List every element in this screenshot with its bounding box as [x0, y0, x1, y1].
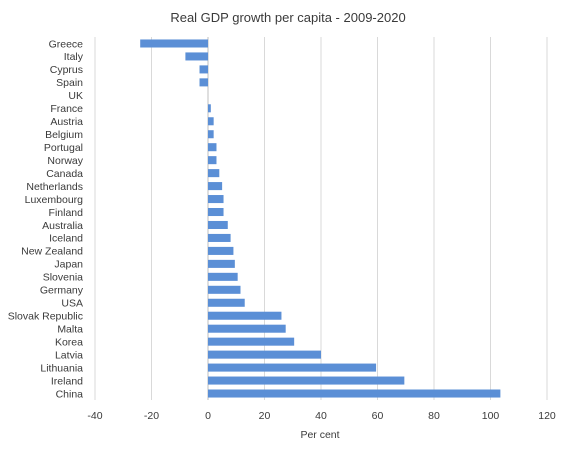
- category-label: New Zealand: [21, 246, 83, 258]
- bar-luxembourg: [208, 195, 224, 204]
- bar-malta: [208, 324, 286, 333]
- x-tick-label: 20: [259, 410, 271, 422]
- bar-belgium: [208, 130, 214, 139]
- bar-canada: [208, 169, 220, 178]
- bar-iceland: [208, 233, 231, 242]
- category-label: Greece: [49, 38, 84, 50]
- bar-usa: [208, 298, 245, 307]
- category-label: Luxembourg: [25, 194, 84, 206]
- x-tick-label: 80: [428, 410, 440, 422]
- category-label: Australia: [42, 220, 83, 232]
- bar-china: [208, 389, 501, 398]
- bar-slovak-republic: [208, 311, 282, 320]
- category-label: Iceland: [49, 233, 83, 245]
- category-label: Latvia: [55, 349, 83, 361]
- bar-ireland: [208, 376, 405, 385]
- bar-france: [208, 104, 211, 113]
- category-label: Ireland: [51, 375, 83, 387]
- category-label: Finland: [49, 207, 84, 219]
- category-label: Austria: [50, 116, 83, 128]
- x-tick-label: 0: [205, 410, 211, 422]
- bars: [140, 39, 501, 398]
- x-tick-label: -40: [87, 410, 102, 422]
- category-label: Japan: [54, 259, 83, 271]
- bar-spain: [199, 78, 208, 87]
- bar-latvia: [208, 350, 321, 359]
- category-label: Cyprus: [50, 64, 83, 76]
- bar-greece: [140, 39, 208, 48]
- category-label: Lithuania: [40, 362, 83, 374]
- category-label: USA: [61, 298, 83, 310]
- bar-new-zealand: [208, 246, 234, 255]
- category-label: Korea: [55, 336, 83, 348]
- x-tick-label: 60: [372, 410, 384, 422]
- bar-australia: [208, 220, 228, 230]
- category-label: Canada: [46, 168, 83, 180]
- category-label: Norway: [47, 155, 83, 167]
- x-tick-label: 100: [482, 410, 500, 422]
- bar-italy: [185, 52, 208, 61]
- category-label: Spain: [56, 77, 83, 89]
- x-tick-labels: -40 -20 0 20 40 60 80 100 120: [87, 410, 556, 422]
- bar-slovenia: [208, 272, 238, 281]
- category-label: Netherlands: [26, 181, 83, 193]
- category-label: France: [50, 103, 83, 115]
- grid-lines: [94, 37, 548, 400]
- chart-title: Real GDP growth per capita - 2009-2020: [170, 10, 405, 25]
- bar-portugal: [208, 143, 217, 152]
- category-label: China: [56, 388, 84, 400]
- bar-lithuania: [208, 363, 377, 372]
- category-label: UK: [68, 90, 83, 102]
- bar-germany: [208, 285, 241, 294]
- bar-austria: [208, 117, 214, 126]
- x-axis-title: Per cent: [300, 429, 339, 441]
- category-label: Italy: [64, 51, 84, 63]
- bar-netherlands: [208, 182, 223, 191]
- bar-japan: [208, 259, 235, 268]
- x-tick-label: 120: [538, 410, 556, 422]
- category-label: Malta: [57, 323, 83, 335]
- category-label: Slovak Republic: [8, 311, 83, 323]
- category-label: Portugal: [44, 142, 83, 154]
- category-label: Slovenia: [43, 272, 83, 284]
- x-tick-label: 40: [315, 410, 327, 422]
- category-label: Belgium: [45, 129, 83, 141]
- category-labels: GreeceItalyCyprusSpainUKFranceAustriaBel…: [8, 38, 84, 400]
- bar-korea: [208, 337, 295, 346]
- x-tick-label: -20: [144, 410, 159, 422]
- category-label: Germany: [40, 285, 84, 297]
- bar-cyprus: [199, 65, 208, 74]
- bar-norway: [208, 156, 217, 165]
- bar-finland: [208, 207, 224, 217]
